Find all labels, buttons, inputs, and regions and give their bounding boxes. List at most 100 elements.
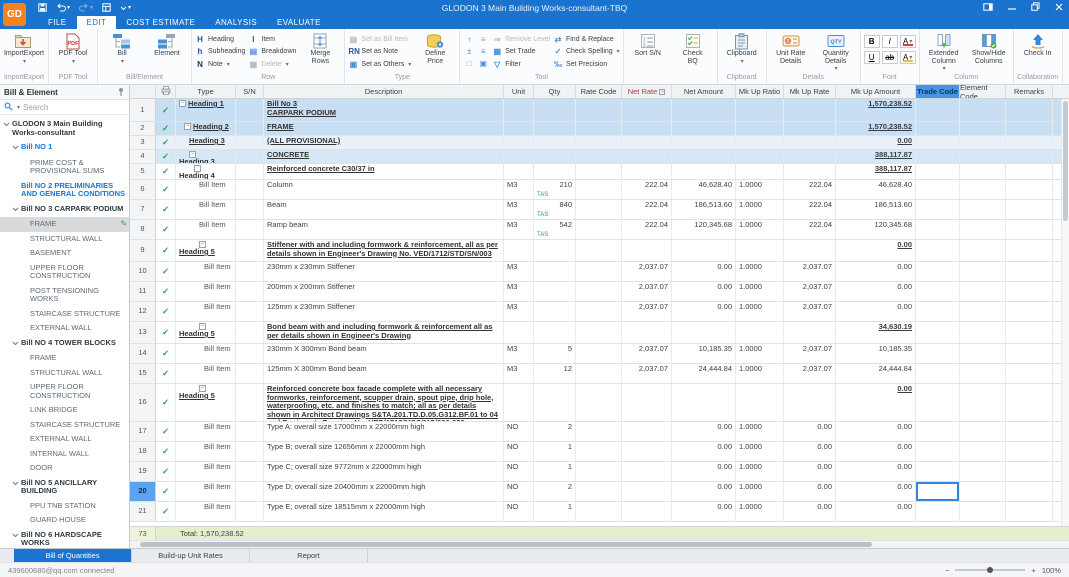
cell-netrate[interactable] — [622, 462, 672, 481]
cell-qty[interactable]: 2 — [534, 422, 576, 441]
cell-ratecode[interactable] — [576, 344, 622, 363]
cell-tradecode[interactable] — [916, 422, 960, 441]
cell-sn[interactable] — [236, 442, 264, 461]
cell-type[interactable]: Heading 4 — [176, 164, 236, 179]
menu-tab-evaluate[interactable]: EVALUATE — [277, 18, 321, 27]
cell-remarks[interactable] — [1006, 302, 1053, 321]
cell-sn[interactable] — [236, 164, 264, 179]
cell-ratecode[interactable] — [576, 240, 622, 261]
cell-mkupratio[interactable]: 1.0000 — [736, 180, 784, 199]
cell-tradecode[interactable] — [916, 180, 960, 199]
row-number[interactable]: 10 — [130, 262, 156, 281]
row-number[interactable]: 3 — [130, 136, 156, 149]
cell-ratecode[interactable] — [576, 150, 622, 163]
row-number[interactable]: 13 — [130, 322, 156, 343]
highlight-button[interactable]: A ▾ — [899, 51, 916, 64]
horizontal-scroll-thumb[interactable] — [140, 542, 873, 547]
expand-collapse-icon[interactable]: − — [189, 151, 196, 158]
cell-mkupratio[interactable]: 1.0000 — [736, 502, 784, 521]
vertical-scrollbar[interactable] — [1061, 99, 1069, 526]
cell-check[interactable]: ✓ — [156, 220, 176, 239]
underline-button[interactable]: U — [863, 51, 880, 64]
cell-unit[interactable]: M3 — [504, 262, 534, 281]
cell-netamount[interactable] — [672, 164, 736, 179]
cell-desc[interactable]: 200mm x 200mm Stiffener — [264, 282, 504, 301]
cell-unit[interactable] — [504, 136, 534, 149]
expand-collapse-icon[interactable]: − — [184, 123, 191, 130]
cell-unit[interactable]: NO — [504, 462, 534, 481]
expand-collapse-icon[interactable] — [194, 165, 201, 172]
cell-check[interactable]: ✓ — [156, 422, 176, 441]
cell-unit[interactable] — [504, 99, 534, 121]
cell-ratecode[interactable] — [576, 220, 622, 239]
row-number[interactable]: 2 — [130, 122, 156, 135]
cell-mkuprate[interactable]: 0.00 — [784, 502, 836, 521]
element-button[interactable]: Element — [146, 30, 188, 59]
cell-check[interactable]: ✓ — [156, 150, 176, 163]
cell-sn[interactable] — [236, 200, 264, 219]
cell-remarks[interactable] — [1006, 122, 1053, 135]
cell-mkuprate[interactable] — [784, 164, 836, 179]
cell-type[interactable]: − Heading 5 — [176, 240, 236, 261]
cell-elementcode[interactable] — [960, 240, 1006, 261]
cell-unit[interactable] — [504, 322, 534, 343]
cell-mkuprate[interactable] — [784, 322, 836, 343]
cell-unit[interactable]: M3 — [504, 220, 534, 239]
cell-tradecode[interactable] — [916, 502, 960, 521]
cell-netamount[interactable]: 186,513.60 — [672, 200, 736, 219]
cell-ratecode[interactable] — [576, 482, 622, 501]
column-header-mkupamount[interactable]: Mk Up Amount — [836, 85, 916, 98]
cell-ratecode[interactable] — [576, 322, 622, 343]
column-header-mkuprate[interactable]: Mk Up Rate — [784, 85, 836, 98]
row-number[interactable]: 7 — [130, 200, 156, 219]
cell-type[interactable]: Bill Item — [176, 220, 236, 239]
column-header-sn[interactable]: S/N — [236, 85, 264, 98]
row-number[interactable]: 5 — [130, 164, 156, 179]
cell-mkupamount[interactable]: 1,570,238.52 — [836, 99, 916, 121]
cell-sn[interactable] — [236, 364, 264, 383]
cell-qty[interactable]: 2 — [534, 482, 576, 501]
cell-mkupratio[interactable] — [736, 99, 784, 121]
cell-mkupratio[interactable]: 1.0000 — [736, 482, 784, 501]
check-bq-button[interactable]: Check BQ — [672, 30, 714, 66]
cell-netamount[interactable] — [672, 150, 736, 163]
cell-qty[interactable]: 1 — [534, 442, 576, 461]
cell-unit[interactable]: NO — [504, 422, 534, 441]
cell-elementcode[interactable] — [960, 180, 1006, 199]
cell-check[interactable]: ✓ — [156, 502, 176, 521]
cell-desc[interactable]: Reinforced concrete box facade complete … — [264, 384, 504, 421]
cell-tradecode[interactable] — [916, 220, 960, 239]
cell-qty[interactable] — [534, 240, 576, 261]
sidebar-item-bill-no-5-ancillary-building[interactable]: Bill NO 5 ANCILLARY BUILDING — [0, 476, 129, 499]
cell-desc[interactable]: 125mm X 300mm Bond beam — [264, 364, 504, 383]
cell-elementcode[interactable] — [960, 200, 1006, 219]
cell-netrate[interactable] — [622, 150, 672, 163]
cell-desc[interactable]: CONCRETE — [264, 150, 504, 163]
menu-tab-cost-estimate[interactable]: COST ESTIMATE — [126, 18, 196, 27]
cell-netamount[interactable] — [672, 240, 736, 261]
cell-elementcode[interactable] — [960, 462, 1006, 481]
cell-netamount[interactable] — [672, 122, 736, 135]
cell-sn[interactable] — [236, 180, 264, 199]
cell-elementcode[interactable] — [960, 302, 1006, 321]
row-number[interactable]: 17 — [130, 422, 156, 441]
selected-cell[interactable] — [916, 482, 960, 501]
bold-button[interactable]: B — [863, 35, 880, 48]
check-in-button[interactable]: Check In — [1017, 30, 1059, 59]
cell-mkupratio[interactable]: 1.0000 — [736, 262, 784, 281]
cell-mkupratio[interactable]: 1.0000 — [736, 422, 784, 441]
cell-elementcode[interactable] — [960, 322, 1006, 343]
zoom-in-button[interactable]: + — [1031, 565, 1036, 575]
cell-desc[interactable]: FRAME — [264, 122, 504, 135]
sidebar-item-prime-cost-provisional-sums[interactable]: PRIME COST & PROVISIONAL SUMS — [0, 156, 129, 179]
cell-tradecode[interactable] — [916, 262, 960, 281]
cell-netamount[interactable]: 0.00 — [672, 422, 736, 441]
cell-desc[interactable]: Bond beam with and including formwork & … — [264, 322, 504, 343]
filter-button[interactable]: ▽ Filter — [492, 58, 550, 70]
cell-mkupratio[interactable] — [736, 164, 784, 179]
cell-tradecode[interactable] — [916, 384, 960, 421]
column-header-desc[interactable]: Description — [264, 85, 504, 98]
cell-mkupratio[interactable] — [736, 240, 784, 261]
cell-mkupratio[interactable]: 1.0000 — [736, 364, 784, 383]
cell-netrate[interactable]: 2,037.07 — [622, 282, 672, 301]
